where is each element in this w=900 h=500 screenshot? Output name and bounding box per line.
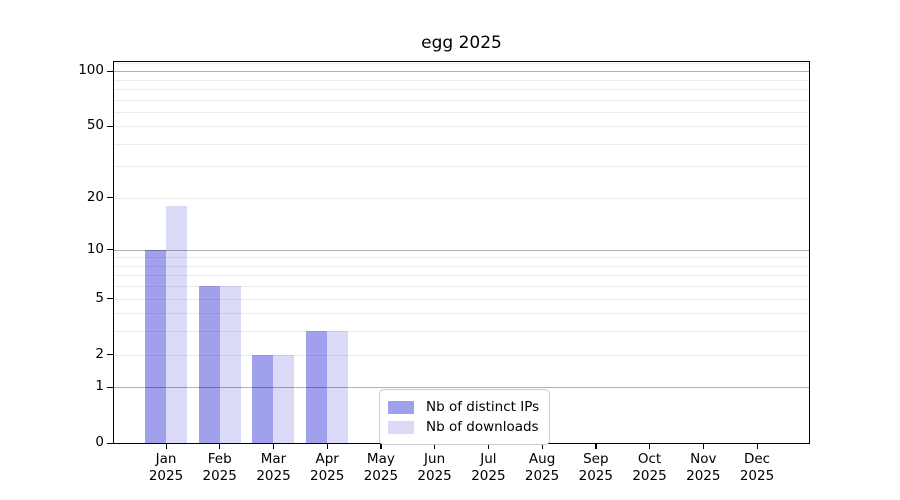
legend: Nb of distinct IPs Nb of downloads — [379, 389, 550, 445]
y-axis-tick-label: 5 — [95, 289, 104, 306]
x-axis-tick-label: Jun 2025 — [417, 451, 452, 484]
gridline-minor — [114, 143, 809, 145]
gridline-minor — [114, 63, 809, 65]
bar-nb-of-distinct-ips-apr — [306, 331, 328, 443]
bar-nb-of-distinct-ips-jan — [145, 249, 166, 443]
legend-entry-distinct-ips: Nb of distinct IPs — [388, 397, 541, 417]
bar-nb-of-distinct-ips-feb — [198, 286, 220, 443]
x-axis-tick — [219, 444, 221, 449]
x-axis-tick — [487, 444, 490, 449]
gridline-minor — [114, 257, 809, 259]
gridline-minor — [114, 88, 809, 90]
x-axis-tick-label: Jul 2025 — [471, 451, 506, 484]
x-axis-tick-label: Feb 2025 — [202, 451, 237, 484]
gridline-minor — [114, 331, 809, 333]
plot-area: 0 1 2 5 10 20 50 100 Jan 2025 Feb 2025 Mar 2025 Apr… — [78, 61, 810, 484]
gridline-minor — [114, 99, 809, 101]
bar-nb-of-downloads-mar — [273, 354, 295, 443]
gridline-minor — [114, 275, 809, 277]
x-axis-tick — [165, 444, 167, 449]
x-axis-tick-label: May 2025 — [363, 451, 399, 484]
x-axis-tick-label: Mar 2025 — [256, 451, 291, 484]
y-axis-tick — [107, 442, 113, 444]
x-axis-tick-label: Nov 2025 — [686, 451, 721, 484]
x-axis-tick — [595, 444, 597, 449]
gridline-minor — [114, 298, 809, 300]
y-axis-tick-label: 1 — [95, 378, 104, 395]
x-axis-tick-label: Jan 2025 — [148, 451, 184, 484]
bar-nb-of-distinct-ips-mar — [252, 354, 274, 443]
bar-nb-of-downloads-jan — [166, 205, 187, 443]
x-axis-tick — [756, 444, 758, 449]
x-axis-tick-label: Dec 2025 — [739, 451, 775, 484]
gridline-minor — [114, 265, 809, 267]
gridline-minor — [114, 111, 809, 113]
gridline-major — [114, 71, 809, 72]
x-axis-tick-label: Aug 2025 — [524, 451, 560, 484]
gridline-major — [114, 249, 809, 251]
x-axis-tick-label: Oct 2025 — [632, 451, 667, 484]
x-axis-tick — [273, 444, 275, 449]
gridline-minor — [114, 197, 809, 199]
y-axis-tick — [107, 125, 113, 127]
x-axis-tick — [541, 444, 543, 449]
x-axis-tick — [380, 444, 382, 449]
legend-label-downloads: Nb of downloads — [426, 419, 539, 435]
y-axis-tick — [107, 70, 113, 72]
legend-swatch-distinct-ips — [388, 400, 414, 414]
y-axis-tick-label: 50 — [86, 117, 104, 134]
gridline-minor — [114, 166, 809, 168]
y-axis-tick-label: 100 — [78, 62, 104, 78]
x-axis-tick — [702, 444, 705, 449]
gridline-major — [114, 387, 809, 389]
y-axis-tick — [107, 249, 113, 251]
bar-nb-of-downloads-apr — [327, 331, 349, 443]
x-axis-tick — [326, 444, 328, 449]
gridline-minor — [114, 354, 809, 356]
y-axis-tick — [107, 386, 113, 388]
legend-entry-downloads: Nb of downloads — [388, 417, 541, 437]
y-axis-tick — [107, 197, 113, 199]
x-axis-tick — [434, 444, 436, 449]
x-axis-tick-label: Apr 2025 — [310, 451, 345, 484]
y-axis-tick-label: 10 — [86, 240, 104, 257]
legend-swatch-downloads — [388, 420, 414, 434]
bar-nb-of-downloads-feb — [219, 286, 241, 443]
x-axis-tick-label: Sep 2025 — [578, 451, 613, 484]
gridline-minor — [114, 286, 809, 288]
legend-label-distinct-ips: Nb of distinct IPs — [426, 399, 540, 415]
y-axis-tick — [107, 354, 113, 356]
gridline-minor — [114, 79, 809, 81]
gridline-minor — [114, 126, 809, 128]
chart-title: egg 2025 — [421, 33, 502, 53]
y-axis-tick-label: 20 — [86, 188, 104, 205]
y-axis-tick-label: 2 — [95, 345, 104, 362]
gridline-minor — [114, 313, 809, 315]
y-axis-tick — [107, 298, 113, 300]
x-axis-tick — [649, 444, 651, 449]
y-axis-tick-label: 0 — [95, 434, 104, 450]
